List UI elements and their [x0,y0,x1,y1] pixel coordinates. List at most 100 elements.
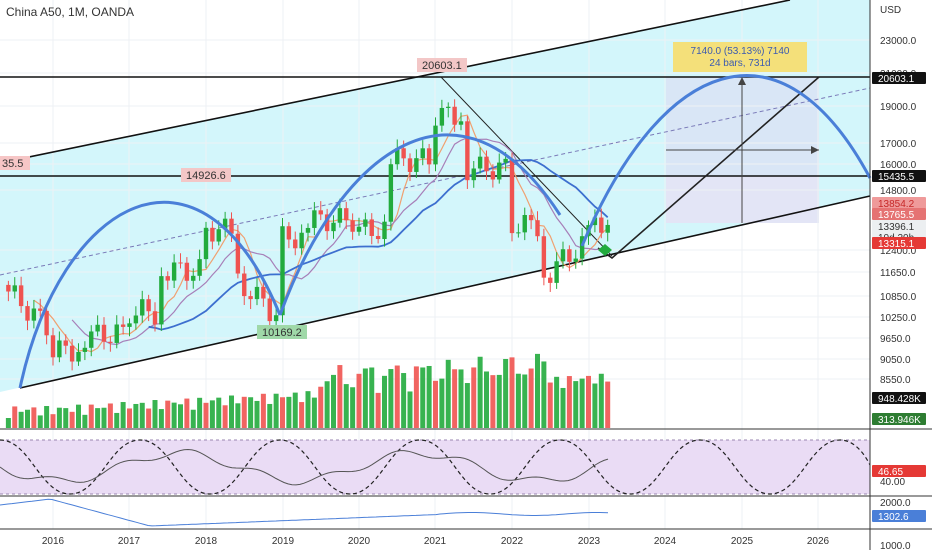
volume-bar [464,383,470,428]
volume-bar [248,397,254,428]
candle-body [573,258,578,262]
volume-bar [388,369,394,428]
volume-bar [114,412,120,428]
candle-body [210,227,215,242]
volume-bar [573,381,579,428]
volume-bar [171,402,177,428]
price-tick-label: 12400.0 [880,246,917,257]
volume-bar [509,357,515,428]
volume-bar [477,356,483,428]
svg-text:1302.6: 1302.6 [878,512,909,523]
volume-bar [63,408,69,428]
candle-body [369,219,374,236]
volume-bar [318,386,324,428]
candle-body [63,340,68,346]
volume-bar [273,393,279,428]
channel-top-line [0,0,791,164]
candle-body [146,299,151,312]
axis-label-rsi: 46.65 [872,465,926,478]
candle-body [350,220,355,232]
volume-bar [515,373,521,428]
candle-body [375,235,381,240]
candle-body [446,106,451,108]
volume-bar [292,392,298,428]
candle-body [178,262,183,264]
volume-bar [547,382,553,428]
candle-body [344,208,349,221]
candle-body [318,210,323,215]
volume-bar [133,403,139,428]
volume-bar [407,391,413,428]
price-tick-label: 19000.0 [880,102,917,113]
axis-label-vol-ma: 948.428K [872,392,926,405]
candle-body [120,324,126,327]
candle-body [535,220,540,237]
down-trend-line [440,76,613,257]
candle-body [57,340,62,358]
candle-body [522,215,527,233]
candle-body [222,218,228,230]
volume-bar [50,414,56,428]
candle-body [12,285,17,292]
axis-label-level-mid: 15435.5 [872,170,926,183]
volume-bar [337,365,343,428]
volume-bar [190,409,196,428]
target-marker [598,244,612,256]
volume-bar [260,393,266,428]
price-tick-label: 9050.0 [880,355,911,366]
volume-bar [44,406,50,428]
rsi-tick-label: 40.00 [880,477,905,488]
candle-body [197,259,202,276]
volume-bar [209,400,215,428]
candle-body [439,107,445,126]
volume-bar [324,381,330,428]
candle-body [516,232,521,234]
volume-bar [37,415,43,428]
candle-body [497,162,502,180]
time-axis[interactable]: 2016 2017 2018 2019 2020 2021 2022 2023 2024 2025… [42,536,830,547]
candle-body [242,273,247,297]
volume-bar [554,376,560,428]
candle-body [548,277,553,283]
candle-body [18,285,24,307]
price-tick-label: 14800.0 [880,186,917,197]
candle-body [31,308,37,321]
volume-bar [56,407,62,428]
axis-label-open: 13315.1 [872,237,926,250]
candle-body [82,347,88,352]
annotation-high-2018: 14926.6 [181,168,231,182]
currency-label: USD [880,5,901,16]
candle-body [133,315,139,324]
channel-mid-line [0,87,871,276]
volume-bar [350,387,356,428]
lower-tick-label: 2000.0 [880,498,911,509]
candle-body [433,125,438,165]
volume-bar [203,402,209,428]
volume-bar [241,396,247,428]
volume-bar [165,400,171,428]
volume-bar [76,404,81,428]
rsi-line [0,448,609,486]
candle-body [356,226,362,232]
candle-body [401,148,406,159]
volume-bar [560,387,566,428]
svg-text:24 bars, 731d: 24 bars, 731d [709,58,770,69]
volume-bar [197,397,203,428]
volume-bar [101,407,107,428]
candle-body [95,324,100,332]
lower-tick-label: 1000.0 [880,541,911,550]
candle-body [293,239,298,249]
svg-text:13396.1: 13396.1 [878,222,915,233]
volume-bar [452,369,458,428]
volume-bar [267,403,273,428]
volume-bar [107,403,113,428]
volume-bar [299,402,305,428]
candle-body [305,227,311,233]
candle-body [191,275,196,281]
volume-bar [25,409,30,428]
moving-average [148,159,609,331]
svg-text:10169.2: 10169.2 [262,327,302,339]
candle-body [235,233,241,274]
